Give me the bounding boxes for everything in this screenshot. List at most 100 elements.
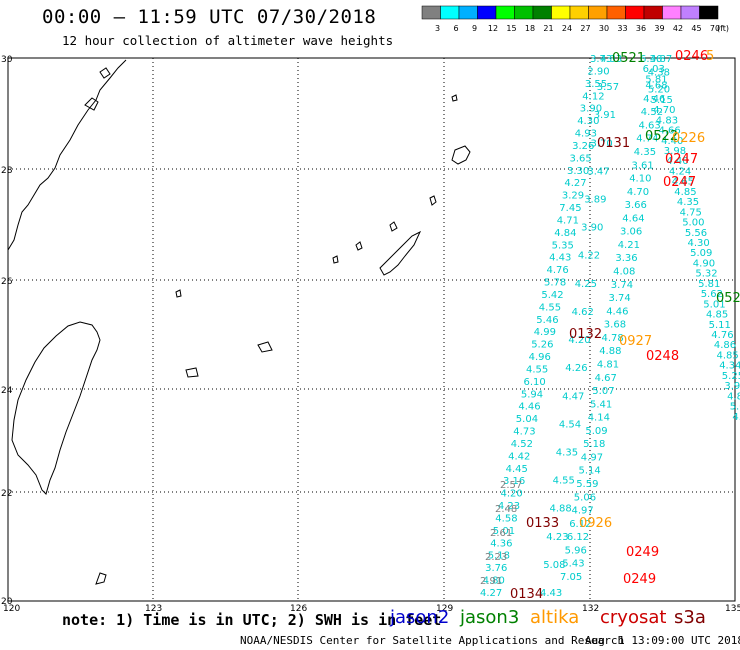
legend-swatch — [588, 5, 608, 20]
swh-value: 4.30 — [688, 238, 710, 249]
satellite-cryosat: cryosat — [600, 607, 667, 628]
swh-value: 4.23 — [546, 532, 568, 543]
swh-value: 4.66 — [659, 126, 681, 137]
satellite-jason3: jason3 — [460, 607, 520, 628]
swh-value: 6.10 — [524, 377, 546, 388]
track-pass-label: 0133 — [526, 516, 559, 531]
legend-swatch — [477, 5, 497, 20]
swh-value: 4.55 — [526, 365, 548, 376]
swh-value: 5.14 — [579, 466, 601, 477]
swh-value: 3.26 — [572, 141, 594, 152]
swh-value: 4.71 — [557, 215, 579, 226]
swh-value: 4.12 — [582, 91, 604, 102]
swh-value: 5.15 — [651, 95, 673, 106]
swh-value: 7.05 — [560, 572, 582, 583]
swh-value: 4.73 — [513, 427, 535, 438]
legend-swatch — [606, 5, 626, 20]
swh-value: 4.33 — [600, 54, 622, 65]
swh-value: 5.62 — [701, 289, 723, 300]
swh-value: 4.54 — [559, 419, 581, 430]
swh-value: 5.96 — [565, 545, 587, 556]
swh-value: 5.04 — [516, 414, 538, 425]
lat-label: 30 — [1, 55, 13, 65]
swh-value: 5.20 — [648, 85, 670, 96]
satellite-jason2: jason2 — [390, 607, 450, 628]
swh-value: 4.35 — [634, 147, 656, 158]
swh-value: 4.45 — [506, 464, 528, 475]
legend-tick: 70 — [710, 24, 720, 33]
track-pass-label: 0247 — [665, 152, 698, 167]
legend-tick: 15 — [506, 24, 516, 33]
track-pass-label: 0226 — [672, 131, 705, 146]
swh-value: 3.06 — [620, 227, 642, 238]
swh-value: 4.27 — [480, 588, 502, 599]
track-pass-label: 0927 — [619, 334, 652, 349]
swh-value: 2.48 — [495, 504, 517, 515]
swh-value: 4.74 — [636, 134, 658, 145]
swh-value: 4.85 — [706, 310, 728, 321]
swh-value: 4.80 — [483, 576, 505, 587]
swh-value: 3.65 — [570, 153, 592, 164]
swh-value: 5.0 — [730, 402, 740, 413]
swh-value: 4.83 — [656, 115, 678, 126]
swh-value: 4.47 — [562, 391, 584, 402]
swh-value: 5.81 — [645, 74, 667, 85]
swh-value: 6.36 — [640, 54, 662, 65]
latitude-labels: 30 28 26 24 22 20 — [1, 55, 13, 607]
swh-value: 3.29 — [562, 191, 584, 202]
swh-value: 5.06 — [574, 492, 596, 503]
lon-label: 135 — [725, 604, 740, 614]
legend-swatch — [569, 5, 589, 20]
swh-value: 4.62 — [572, 307, 594, 318]
track-pass-label: 0522 — [645, 129, 678, 144]
swh-value: 3.89 — [584, 195, 606, 206]
swh-value: 5.11 — [709, 320, 731, 331]
swh-value: 5.01 — [703, 299, 725, 310]
swh-value: 4.88 — [599, 346, 621, 357]
lon-label: 123 — [145, 604, 162, 614]
swh-value: 3.36 — [615, 253, 637, 264]
swh-value: 4.21 — [618, 240, 640, 251]
swh-value: 5.56 — [685, 228, 707, 239]
swh-value: 5.81 — [698, 279, 720, 290]
lat-label: 28 — [1, 166, 13, 176]
lon-label: 120 — [3, 604, 20, 614]
swh-value: 4.46 — [518, 402, 540, 413]
swh-value: 3.68 — [604, 320, 626, 331]
swh-value: 4.14 — [588, 413, 610, 424]
legend-swatch — [680, 5, 700, 20]
swh-value: 5.43 — [562, 559, 584, 570]
track-pass-label: 0926 — [579, 516, 612, 531]
swh-value: 5.26 — [531, 340, 553, 351]
swh-value: 4.43 — [549, 253, 571, 264]
lat-label: 20 — [1, 597, 13, 607]
swh-value: 4.35 — [556, 448, 578, 459]
track-pass-label: 0249 — [626, 545, 659, 560]
swh-value: 4.96 — [529, 352, 551, 363]
swh-value: 4.65 — [672, 177, 694, 188]
swh-value: 3.47 — [587, 166, 609, 177]
swh-value: 4.24 — [669, 166, 691, 177]
swh-value: 4.90 — [693, 258, 715, 269]
swh-value: 5.35 — [552, 240, 574, 251]
lat-label: 24 — [1, 386, 13, 396]
swh-value: 4.52 — [511, 439, 533, 450]
swh-value: 4.99 — [534, 327, 556, 338]
legend-swatch — [643, 5, 663, 20]
credit-text: NOAA/NESDIS Center for Satellite Applica… — [240, 634, 625, 647]
swh-value: 4.89 — [727, 391, 740, 402]
legend-tick: 42 — [673, 24, 683, 33]
swh-value: 5.42 — [541, 290, 563, 301]
swh-value: 4.55 — [553, 476, 575, 487]
swh-value: 5.09 — [690, 248, 712, 259]
china-coastline — [7, 59, 127, 251]
legend-tick: 3 — [435, 24, 440, 33]
swh-value: 4.36 — [490, 538, 512, 549]
legend-swatch — [440, 5, 460, 20]
track-pass-label: 0246 — [675, 49, 708, 64]
swh-value: 4.70 — [653, 105, 675, 116]
legend-tick: 36 — [636, 24, 646, 33]
swh-value: 6.03 — [643, 64, 665, 75]
swh-value: 4.81 — [597, 360, 619, 371]
